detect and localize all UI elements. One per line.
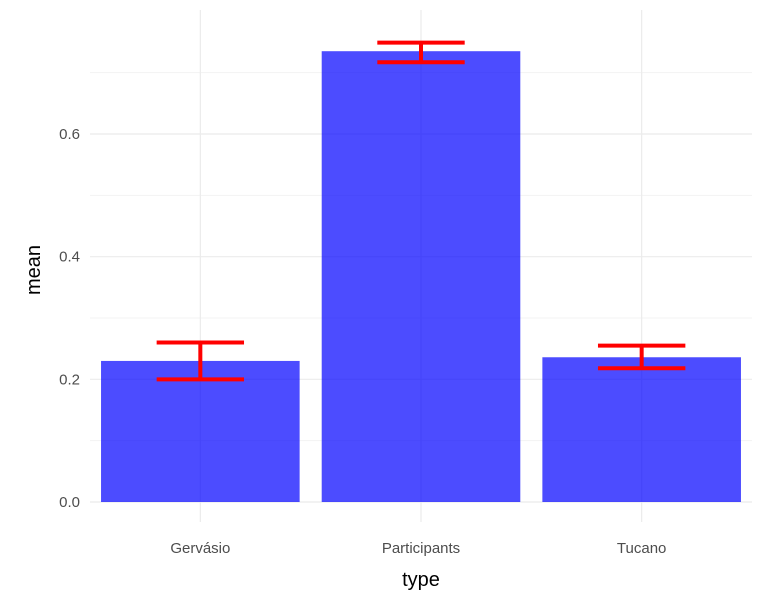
x-tick-label: Tucano [617, 540, 666, 557]
bar-tucano [542, 357, 741, 502]
y-axis-ticks: 0.0 0.2 0.4 0.6 [59, 126, 80, 511]
y-tick-label: 0.0 [59, 494, 80, 511]
bars [101, 51, 741, 502]
error-bars [156, 40, 686, 382]
x-tick-label: Participants [382, 540, 460, 557]
y-tick-label: 0.2 [59, 371, 80, 388]
error-bar-participants [377, 40, 465, 65]
y-axis-title: mean [23, 245, 45, 295]
bar-participants [321, 51, 521, 502]
y-tick-label: 0.6 [59, 126, 80, 143]
bar-gervásio [101, 360, 300, 502]
y-tick-label: 0.4 [59, 249, 80, 266]
x-axis-title: type [402, 569, 440, 591]
error-bar-gervásio [156, 340, 245, 382]
x-axis-ticks: Gervásio Participants Tucano [170, 540, 666, 557]
x-tick-label: Gervásio [170, 540, 230, 557]
error-bar-tucano [597, 343, 686, 371]
